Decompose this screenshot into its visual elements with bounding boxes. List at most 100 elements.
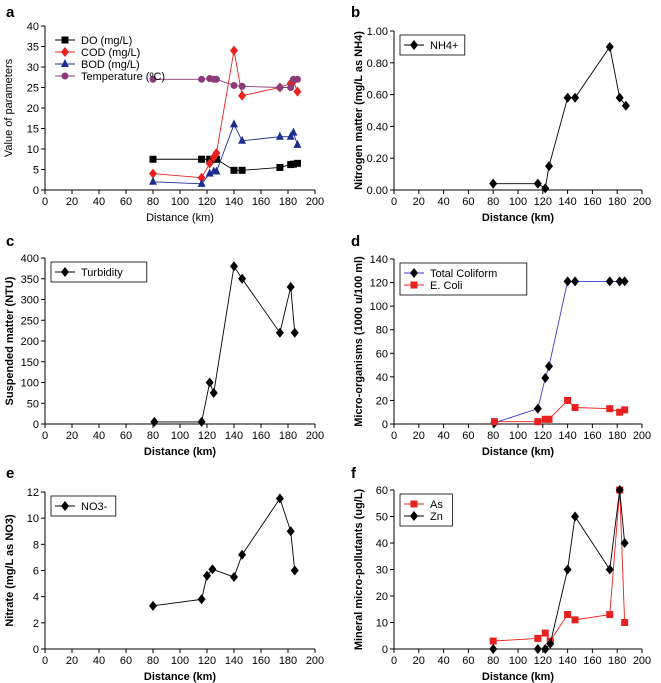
data-point (149, 176, 157, 185)
x-tick-label: 100 (171, 430, 189, 442)
x-tick-label: 200 (306, 196, 324, 208)
data-point (606, 405, 614, 413)
series-line (493, 489, 626, 650)
data-point (621, 406, 629, 414)
legend-swatch-marker (61, 47, 69, 57)
y-tick-label: 20 (376, 395, 388, 407)
x-tick-label: 40 (437, 196, 449, 208)
legend-swatch-marker (410, 268, 418, 278)
x-tick-label: 0 (391, 655, 397, 667)
data-point (489, 637, 497, 645)
y-tick-label: 30 (27, 62, 39, 74)
x-tick-label: 120 (534, 196, 552, 208)
data-point (293, 159, 301, 167)
legend-swatch-marker (61, 36, 69, 44)
x-tick-label: 20 (66, 196, 78, 208)
data-point (197, 416, 206, 427)
data-point (534, 634, 542, 642)
x-tick-label: 60 (462, 430, 474, 442)
y-tick-label: 300 (21, 295, 39, 307)
data-point (149, 75, 157, 83)
y-tick-label: 250 (21, 315, 39, 327)
data-point (212, 148, 221, 159)
x-tick-label: 0 (42, 655, 48, 667)
y-tick-label: 0 (33, 419, 39, 431)
legend-label: COD (mg/L) (81, 47, 140, 59)
data-point (605, 276, 614, 287)
x-tick-label: 160 (252, 655, 270, 667)
x-tick-label: 140 (558, 655, 576, 667)
legend-swatch-marker (410, 281, 418, 289)
x-tick-label: 160 (583, 430, 601, 442)
x-tick-label: 40 (437, 655, 449, 667)
series-line (494, 399, 625, 423)
x-axis-label: Distance (km) (482, 212, 554, 224)
data-point (620, 276, 629, 287)
y-tick-label: 0 (382, 644, 388, 656)
y-tick-label: 0.60 (367, 90, 388, 102)
x-tick-label: 160 (583, 196, 601, 208)
x-tick-label: 120 (198, 655, 216, 667)
x-tick-label: 140 (558, 196, 576, 208)
panel-letter: e (6, 465, 14, 482)
legend-label: NH4+ (430, 40, 458, 52)
y-tick-label: 50 (27, 398, 39, 410)
data-point (212, 155, 220, 163)
data-point (212, 166, 221, 175)
data-point (533, 644, 542, 654)
y-axis-label: Value of parameters (3, 58, 15, 157)
series-line (152, 50, 298, 179)
y-tick-label: 400 (21, 253, 39, 265)
x-tick-label: 20 (66, 430, 78, 442)
x-tick-label: 80 (487, 430, 499, 442)
y-axis-label: Mineral micro-pollutants (ug/L) (353, 489, 365, 651)
series-1 (149, 45, 302, 183)
y-axis-label: Nitrogen matter (mg/L as NH4) (353, 31, 365, 190)
legend-label: Total Coliform (430, 268, 497, 280)
series-line (153, 158, 298, 171)
legend-label: Zn (430, 511, 443, 523)
y-tick-label: 0.40 (367, 121, 388, 133)
y-tick-label: 6 (33, 566, 39, 578)
x-tick-label: 60 (462, 655, 474, 667)
data-point (290, 327, 299, 338)
x-tick-label: 40 (437, 430, 449, 442)
data-point (571, 404, 579, 411)
data-point (546, 638, 555, 649)
data-point (605, 41, 614, 52)
x-tick-label: 180 (608, 655, 626, 667)
series-line (152, 497, 296, 607)
y-tick-label: 0 (33, 185, 39, 197)
data-point (230, 119, 238, 128)
x-tick-label: 200 (633, 655, 651, 667)
x-tick-label: 120 (534, 655, 552, 667)
panel-e: e 0 20 40 60 80 100 120 140 160 180 200 0 2 4 6 8 10 12 Dis… (4, 465, 324, 683)
data-point (293, 86, 302, 97)
data-point (289, 160, 297, 168)
x-tick-label: 200 (633, 430, 651, 442)
legend-swatch-marker (61, 501, 69, 511)
x-tick-label: 160 (252, 196, 270, 208)
x-tick-label: 80 (487, 655, 499, 667)
x-tick-label: 40 (93, 196, 105, 208)
data-point (238, 549, 247, 560)
x-tick-label: 60 (120, 430, 132, 442)
y-tick-label: 30 (376, 565, 388, 577)
y-tick-label: 35 (27, 42, 39, 54)
y-tick-label: 4 (33, 592, 39, 604)
x-tick-label: 100 (509, 196, 527, 208)
x-tick-label: 200 (633, 196, 651, 208)
y-axis-label: Micro-organisms (1000 u/100 ml) (353, 256, 365, 427)
y-tick-label: 40 (376, 372, 388, 384)
panel-a: a 0 20 40 60 80 100 120 140 160 180 200 0 5 10 15 20 25 30… (3, 4, 324, 224)
legend-swatch-marker (61, 59, 69, 67)
legend-swatch-marker (410, 511, 418, 521)
legend: DO (mg/L)COD (mg/L)BOD (mg/L)Temperature… (55, 35, 165, 83)
data-point (571, 92, 580, 103)
data-point (541, 415, 549, 423)
series-1 (489, 485, 629, 654)
series-0 (489, 41, 630, 194)
panel-letter: c (6, 233, 14, 250)
data-point (621, 100, 630, 111)
data-point (198, 155, 206, 163)
